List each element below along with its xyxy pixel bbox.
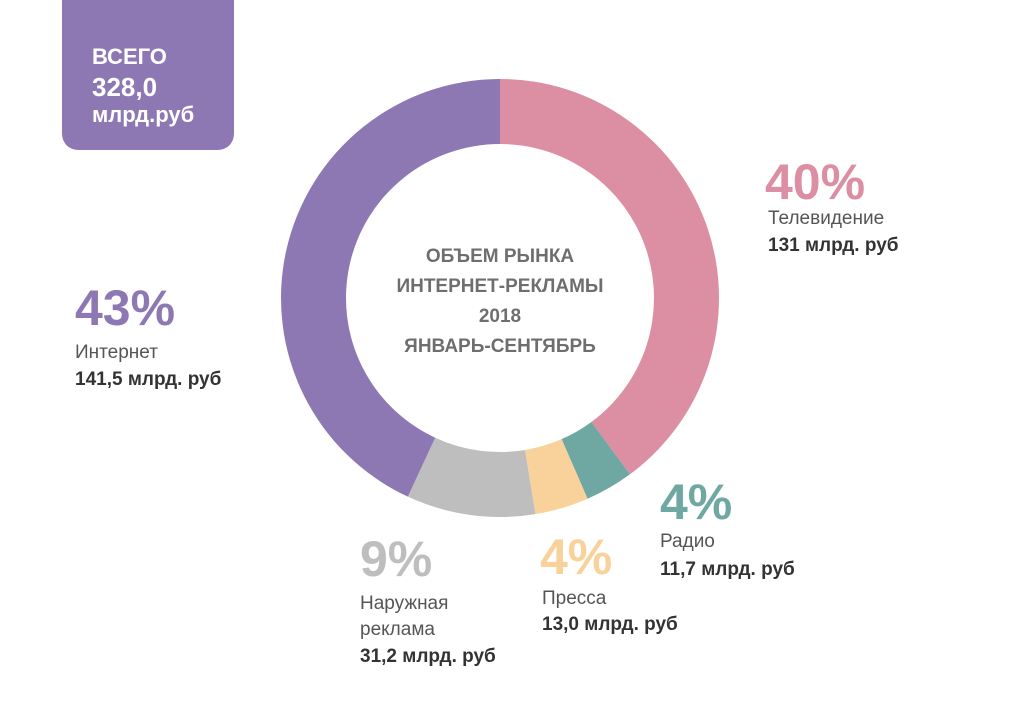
outdoor-value: 31,2 млрд. руб (360, 646, 496, 667)
press-value: 13,0 млрд. руб (542, 614, 678, 635)
press-percent: 4% (540, 529, 613, 585)
total-unit: млрд.руб (92, 102, 195, 127)
radio-label: Радио (660, 531, 715, 552)
center-title-line-1: ОБЪЕМ РЫНКА (426, 246, 575, 267)
total-label: ВСЕГО (92, 44, 167, 69)
slice-radio (561, 421, 630, 499)
press-label: Пресса (542, 588, 607, 609)
slice-tv (500, 79, 719, 475)
slice-internet (281, 79, 500, 497)
internet-value: 141,5 млрд. руб (75, 369, 222, 390)
tv-label: Телевидение (768, 208, 885, 229)
tv-percent: 40% (765, 154, 866, 210)
total-box: ВСЕГО 328,0 млрд.руб (62, 0, 234, 150)
outdoor-label-line-1: Наружная (360, 593, 449, 614)
internet-percent: 43% (75, 280, 176, 336)
slice-outdoor (407, 437, 536, 517)
outdoor-percent: 9% (360, 531, 433, 587)
center-title-line-4: ЯНВАРЬ-СЕНТЯБРЬ (404, 336, 596, 357)
slice-press (524, 439, 588, 515)
radio-value: 11,7 млрд. руб (660, 559, 795, 580)
total-value: 328,0 (92, 72, 158, 102)
radio-percent: 4% (660, 474, 733, 530)
center-title-line-2: ИНТЕРНЕТ-РЕКЛАМЫ (396, 276, 603, 297)
tv-value: 131 млрд. руб (768, 235, 899, 256)
outdoor-label-line-2: реклама (360, 619, 435, 640)
internet-label: Интернет (75, 342, 158, 363)
center-title-line-3: 2018 (479, 306, 521, 327)
